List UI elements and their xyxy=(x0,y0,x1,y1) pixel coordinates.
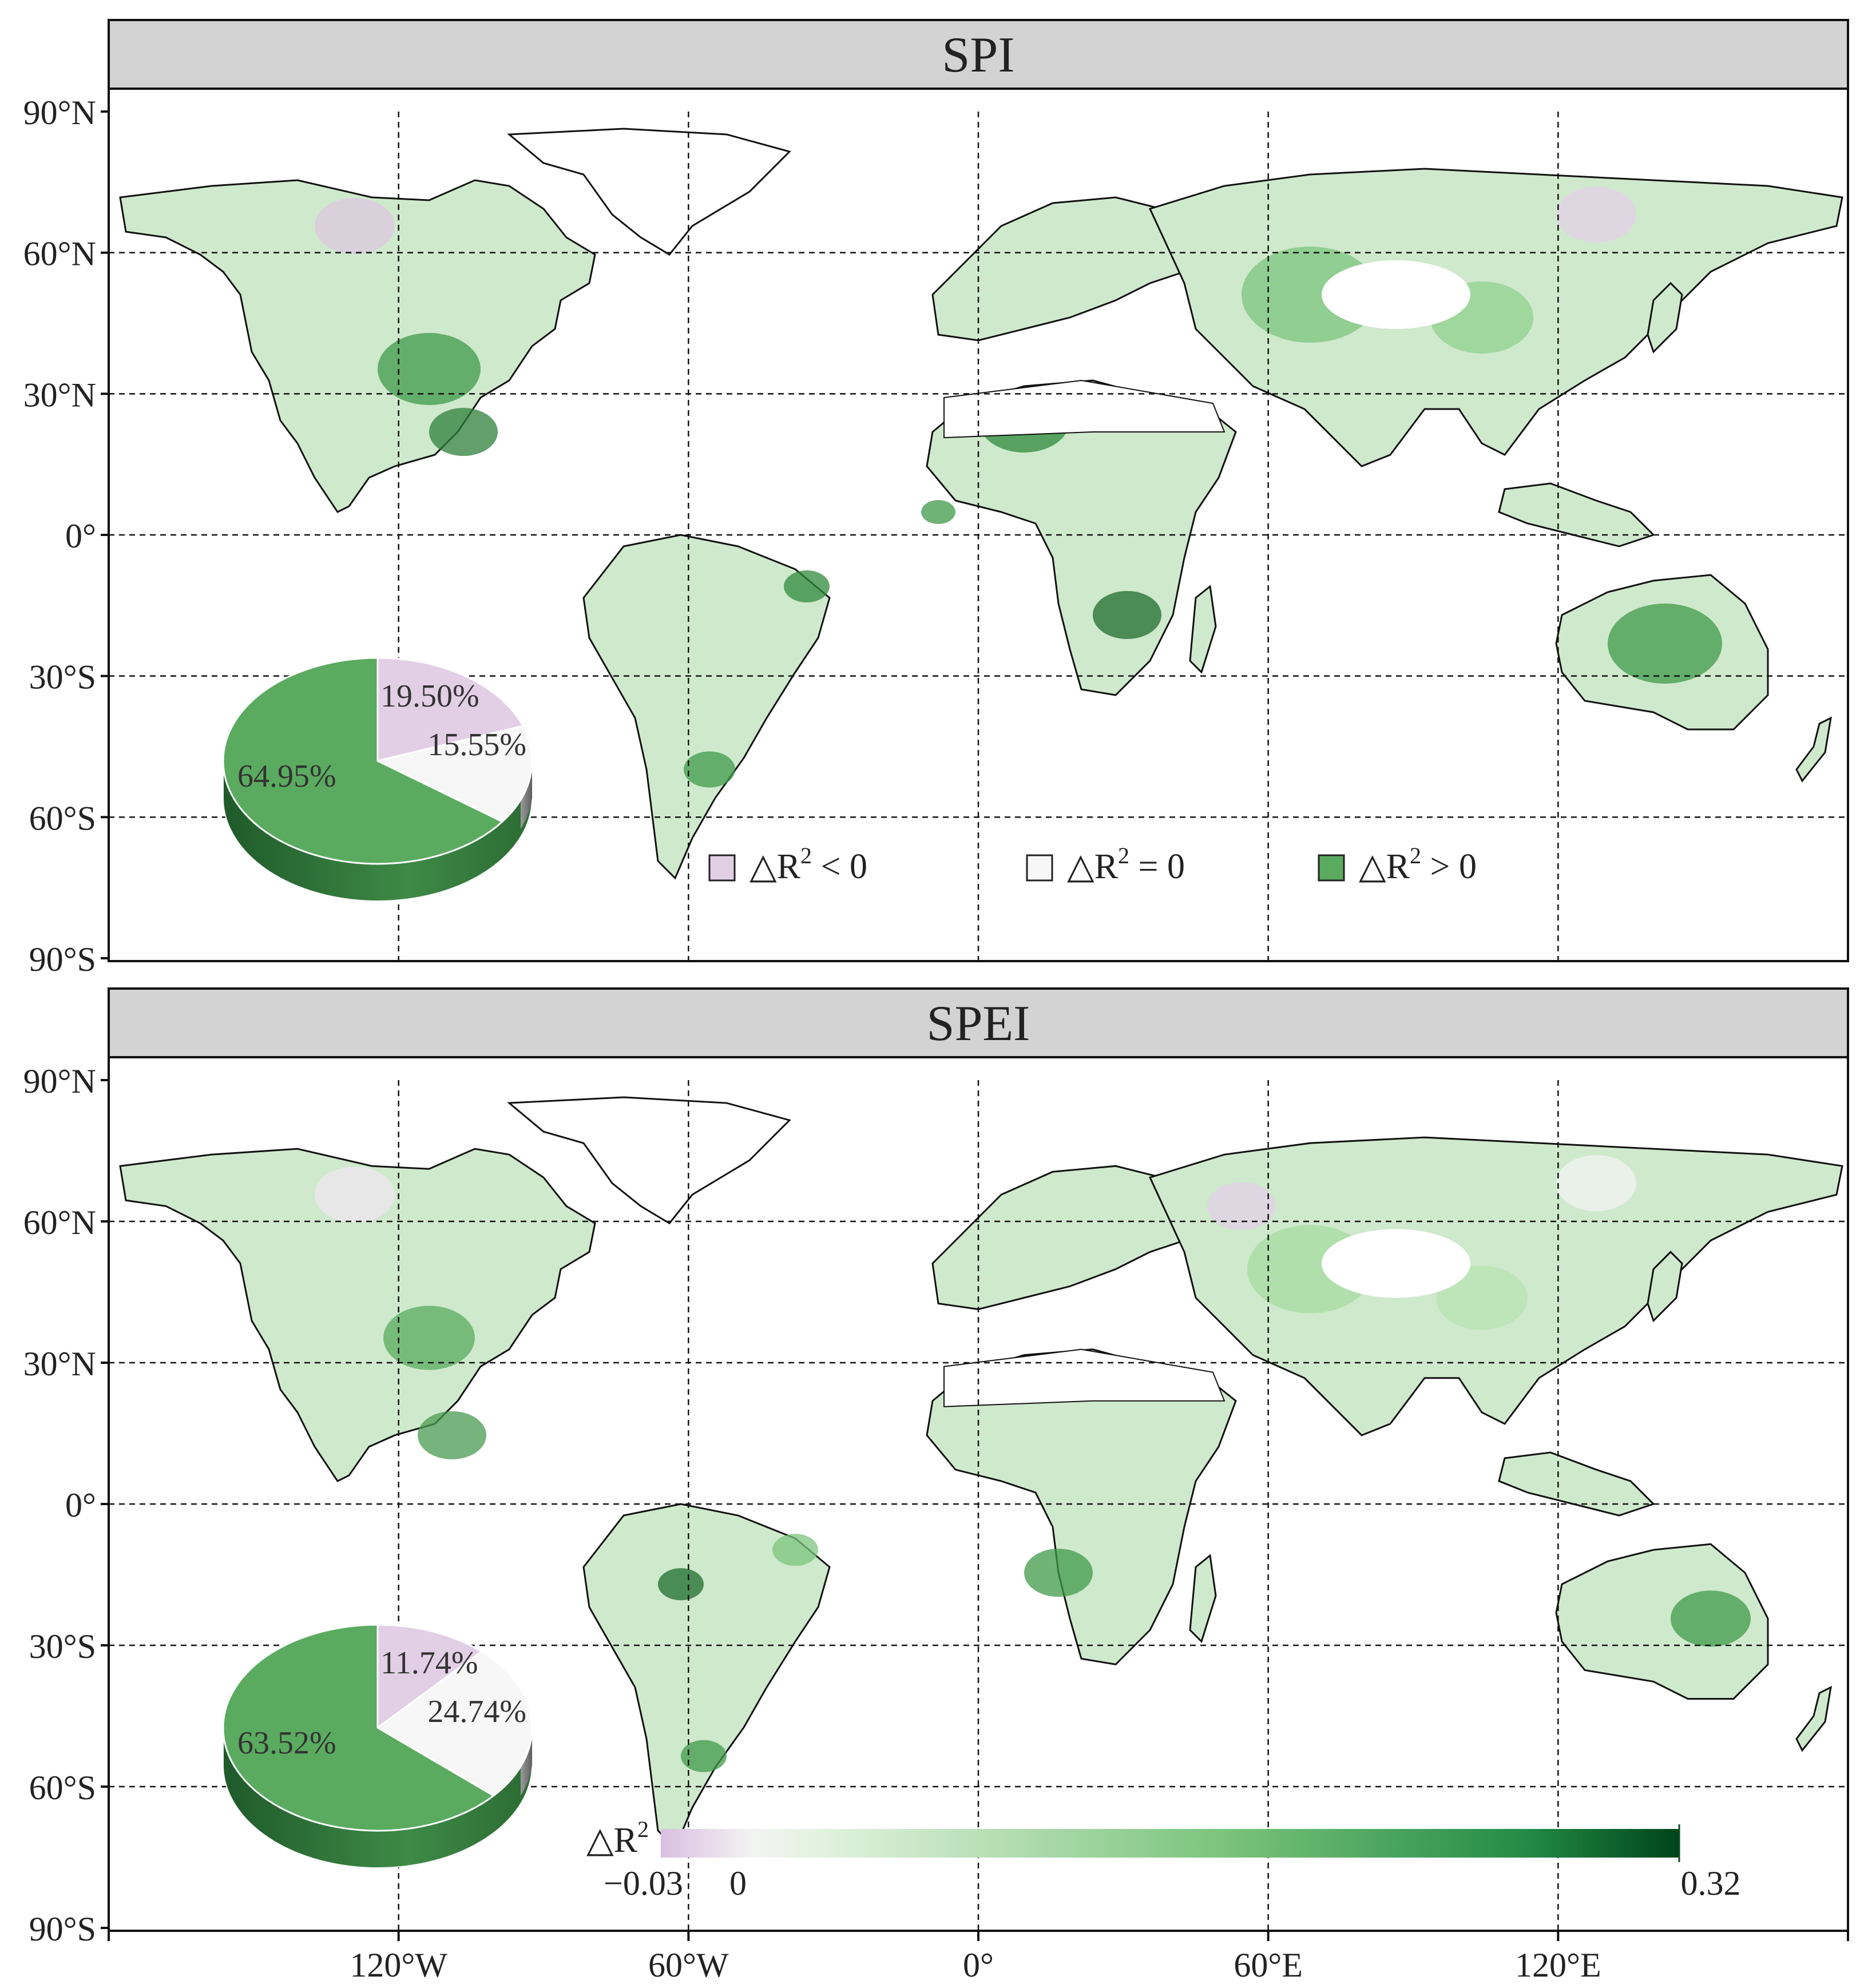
pie-label-positive: 63.52% xyxy=(237,1725,336,1761)
lat-label: 90°N xyxy=(23,1062,96,1100)
raster-patch xyxy=(684,751,735,788)
raster-patch xyxy=(315,1166,395,1223)
colorbar-gradient xyxy=(661,1829,1679,1858)
lat-label: 30°N xyxy=(23,376,96,414)
raster-patch xyxy=(1093,591,1161,639)
lat-label: 60°N xyxy=(23,235,96,273)
land-layer xyxy=(119,1096,1843,1849)
land-layer xyxy=(119,128,1843,879)
raster-patch xyxy=(1436,1265,1528,1330)
legend-swatch xyxy=(708,854,736,882)
panel-title: SPEI xyxy=(927,996,1030,1051)
pie-slice-zero xyxy=(376,1650,533,1797)
lat-label: 90°S xyxy=(29,941,96,978)
pie-label-positive: 64.95% xyxy=(237,759,336,794)
pie-slice-positive xyxy=(222,657,504,865)
pie-slice-negative xyxy=(376,657,525,762)
spei-panel: SPEI 90°N 60°N 30°N 0° 30°S 60°S 90°S 11.74% 24.7… xyxy=(23,987,1849,1948)
panel-header xyxy=(108,987,1849,1058)
pie-slice-positive xyxy=(222,1624,495,1832)
colorbar-title: △R2 xyxy=(586,1816,649,1860)
panel-header xyxy=(108,19,1849,90)
longitude-axis: 120°W 60°W 0° 60°E 120°E xyxy=(108,1931,1849,1984)
raster-patch xyxy=(418,1411,486,1459)
colorbar-max-label: 0.32 xyxy=(1681,1864,1741,1902)
lon-label: 0° xyxy=(963,1946,994,1984)
raster-patch xyxy=(784,570,830,602)
raster-patch xyxy=(1024,1549,1093,1597)
lat-label: 30°S xyxy=(29,658,96,696)
lon-label: 60°E xyxy=(1234,1946,1303,1984)
lat-label: 60°N xyxy=(23,1204,96,1241)
raster-patch xyxy=(1556,187,1636,243)
lat-label: 0° xyxy=(65,517,96,555)
raster-patch xyxy=(772,1534,818,1566)
pie-label-zero: 15.55% xyxy=(427,727,526,763)
raster-patch xyxy=(429,408,498,456)
pie-chart: 11.74% 24.74% 63.52% xyxy=(222,1624,533,1868)
raster-patch xyxy=(315,198,395,254)
raster-patch xyxy=(383,1306,475,1370)
raster-patch xyxy=(658,1568,704,1601)
colorbar-min-label: −0.03 xyxy=(604,1864,683,1902)
lat-label: 30°N xyxy=(23,1345,96,1383)
lat-label: 90°S xyxy=(29,1910,96,1948)
lon-label: 120°W xyxy=(350,1946,447,1984)
lat-label: 90°N xyxy=(23,94,96,132)
pie-label-zero: 24.74% xyxy=(427,1694,526,1729)
lon-label: 120°E xyxy=(1515,1946,1601,1984)
pie-slice-negative xyxy=(376,1624,483,1729)
pie-label-negative: 11.74% xyxy=(380,1645,478,1681)
legend-label: △R2 < 0 xyxy=(749,843,867,886)
pie-chart: 19.50% 15.55% 64.95% xyxy=(222,657,533,902)
lon-label: 60°W xyxy=(648,1946,729,1984)
pie-slice-zero xyxy=(375,725,533,823)
legend: △R2 < 0 △R2 = 0 △R2 > 0 xyxy=(708,843,1477,886)
raster-patch xyxy=(1207,1182,1276,1231)
colorbar-zero-label: 0 xyxy=(729,1864,747,1902)
lat-label: 60°S xyxy=(29,1769,96,1807)
panel-title: SPI xyxy=(942,27,1014,83)
raster-patch xyxy=(1556,1155,1636,1212)
lat-label: 60°S xyxy=(29,799,96,837)
pie-label-negative: 19.50% xyxy=(380,678,479,714)
legend-swatch xyxy=(1318,854,1345,882)
raster-patch xyxy=(1608,604,1722,684)
legend-swatch xyxy=(1026,854,1053,882)
spi-panel: SPI 90°N 60°N 30°N 0° 30°S 60°S 90°S 19.50% 15.55… xyxy=(23,19,1849,978)
raster-patch xyxy=(378,333,481,405)
raster-patch xyxy=(1671,1590,1751,1647)
lat-label: 30°S xyxy=(29,1628,96,1665)
raster-patch xyxy=(921,500,955,524)
colorbar: △R2 −0.03 0 0.32 xyxy=(586,1816,1741,1902)
legend-label: △R2 = 0 xyxy=(1067,843,1185,886)
raster-patch xyxy=(681,1740,727,1772)
legend-label: △R2 > 0 xyxy=(1359,843,1477,886)
lat-label: 0° xyxy=(65,1486,96,1524)
